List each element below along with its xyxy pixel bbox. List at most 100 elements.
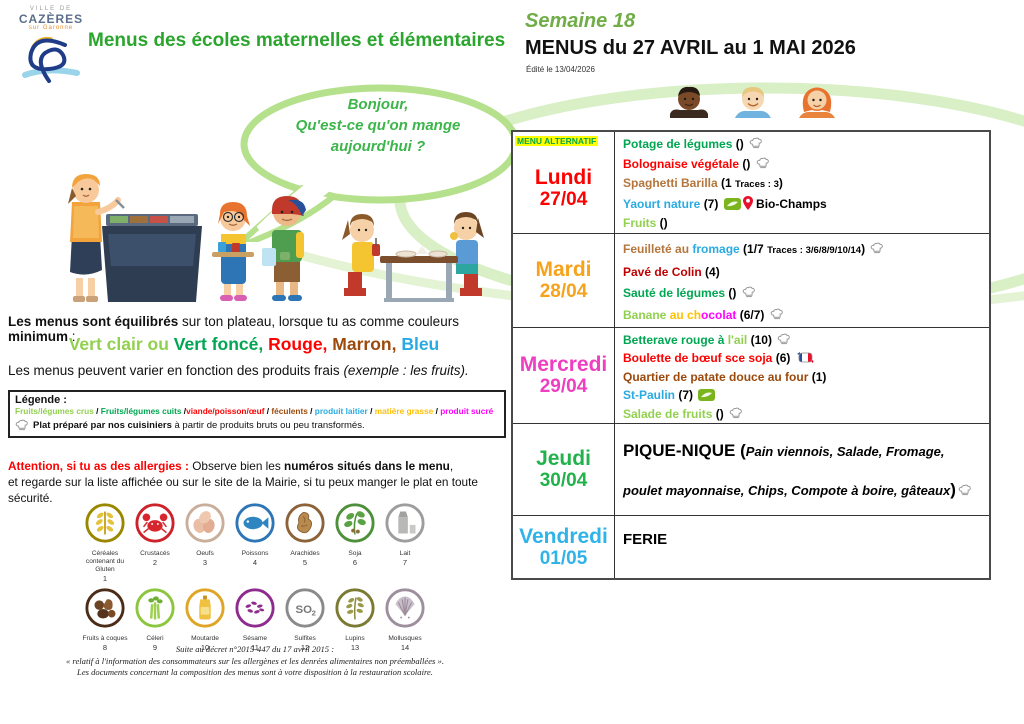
boy-with-tray bbox=[262, 196, 306, 301]
menu-row-lundi: MENU ALTERNATIF Lundi 27/04 Potage de lé… bbox=[513, 132, 989, 233]
vary-text: Les menus peuvent varier en fonction des… bbox=[8, 363, 510, 378]
text-segment: Vert foncé, bbox=[173, 334, 269, 354]
menu-item: Pavé de Colin (4) bbox=[623, 262, 985, 284]
allergen-sesame: Sésame 11 bbox=[230, 587, 280, 652]
chef-hat-icon bbox=[777, 333, 791, 345]
allergen-fruits-a-coques: Fruits à coques 8 bbox=[80, 587, 130, 652]
day-cell-mercredi: Mercredi 29/04 bbox=[513, 328, 615, 423]
text-segment: Betterave rouge à bbox=[623, 333, 728, 347]
legend-title: Légende : bbox=[15, 394, 67, 406]
chef-hat-icon bbox=[749, 137, 762, 149]
day-name: Mercredi bbox=[519, 353, 608, 376]
text-segment: () bbox=[742, 156, 754, 171]
text-segment: Salade de fruits bbox=[623, 406, 716, 421]
allergen-sulfites: SO 2 Sulfites 12 bbox=[280, 587, 330, 652]
allergen-lait: Lait 7 bbox=[380, 502, 430, 583]
sesame-icon bbox=[235, 588, 275, 628]
allergen-lupins: Lupins 13 bbox=[330, 587, 380, 652]
menu-table: MENU ALTERNATIF Lundi 27/04 Potage de lé… bbox=[511, 130, 991, 580]
celery-icon bbox=[135, 588, 175, 628]
text-segment: (10) bbox=[750, 333, 776, 347]
text-segment: : bbox=[68, 329, 76, 344]
text-segment: Pavé de Colin bbox=[623, 264, 706, 279]
location-pin-icon bbox=[742, 195, 753, 210]
menu-row-mardi: Mardi 28/04 Feuilleté au fromage (1/7 Tr… bbox=[513, 233, 989, 327]
text-segment: PIQUE-NIQUE ( bbox=[623, 441, 746, 460]
menu-item: Betterave rouge à l'ail (10) bbox=[623, 331, 985, 349]
allergen-celeri: Céleri 9 bbox=[130, 587, 180, 652]
logo-line3: sur Garonne bbox=[28, 25, 74, 31]
text-segment: Fruits bbox=[623, 216, 660, 230]
day-cell-vendredi: Vendredi 01/05 bbox=[513, 516, 615, 578]
bubble-line1: Bonjour, bbox=[347, 96, 409, 113]
svg-text:SO: SO bbox=[295, 604, 312, 616]
footer-line1: Suite au décret n°2015-447 du 17 avril 2… bbox=[175, 644, 335, 654]
bubble-line3: aujourd'hui ? bbox=[330, 138, 426, 155]
milk-icon bbox=[385, 503, 425, 543]
menu-row-jeudi: Jeudi 30/04 PIQUE-NIQUE (Pain viennois, … bbox=[513, 423, 989, 515]
kid-avatar-3-icon bbox=[799, 87, 835, 118]
menu-item: Banane au chocolat (6/7) bbox=[623, 305, 985, 327]
text-segment: Pain viennois, Salade, Fromage, poulet m… bbox=[623, 444, 951, 498]
allergen-moutarde: Moutarde 10 bbox=[180, 587, 230, 652]
chef-hat-icon bbox=[756, 157, 769, 168]
menu-item: Sauté de légumes () bbox=[623, 283, 985, 305]
text-segment: Traces : 3/6/8/9/10/14 bbox=[767, 245, 862, 256]
menu-cell-lundi: Potage de légumes () Bolognaise végétale… bbox=[615, 132, 989, 233]
menu-cell-jeudi: PIQUE-NIQUE (Pain viennois, Salade, From… bbox=[615, 424, 989, 515]
logo-line1: VILLE DE bbox=[29, 6, 73, 12]
allergy-warning: Attention, si tu as des allergies : Obse… bbox=[8, 458, 510, 506]
girl-with-tray bbox=[212, 202, 254, 301]
text-segment: / bbox=[93, 406, 101, 416]
text-segment: Vert clair ou bbox=[68, 334, 174, 354]
text-segment: () bbox=[735, 137, 748, 151]
kids-at-table bbox=[342, 212, 484, 302]
text-segment: / bbox=[307, 406, 315, 416]
chef-hat-icon bbox=[958, 484, 971, 496]
day-date: 01/05 bbox=[539, 547, 588, 569]
logo-line2: CAZÈRES bbox=[18, 12, 84, 26]
text-segment: produit laitier bbox=[314, 406, 368, 416]
peanut-icon bbox=[285, 503, 325, 543]
day-name: Jeudi bbox=[536, 447, 591, 470]
text-segment: / bbox=[181, 406, 187, 416]
text-segment: Les menus sont équilibrés bbox=[8, 314, 183, 329]
text-segment: l'ail bbox=[727, 333, 751, 347]
day-date: 28/04 bbox=[539, 281, 588, 302]
text-segment: () bbox=[659, 216, 668, 230]
menu-item: FERIE bbox=[623, 530, 985, 551]
soy-icon bbox=[335, 503, 375, 543]
text-segment: à partir de produits bruts ou peu transf… bbox=[171, 420, 365, 431]
footer-decree-text: Suite au décret n°2015-447 du 17 avril 2… bbox=[16, 644, 494, 679]
text-segment: Rouge, bbox=[268, 334, 333, 354]
kids-avatars bbox=[668, 84, 838, 122]
text-segment: Fruits/légumes cuits bbox=[100, 406, 182, 416]
text-segment: Feuilleté au bbox=[623, 242, 693, 256]
text-segment: (6/7) bbox=[739, 307, 768, 322]
footer-line3: Les documents concernant la composition … bbox=[77, 667, 433, 677]
menu-item: Fruits () bbox=[623, 214, 985, 234]
text-segment: (7) bbox=[678, 388, 697, 403]
menu-item: Bolognaise végétale () bbox=[623, 155, 985, 175]
text-segment: Fruits/légumes crus bbox=[15, 406, 94, 416]
text-segment: St-Paulin bbox=[623, 388, 679, 403]
text-segment: Spaghetti Barilla bbox=[623, 176, 722, 190]
kid-avatar-1-icon bbox=[670, 86, 708, 118]
chef-hat-icon bbox=[770, 308, 783, 319]
gluten-icon bbox=[85, 503, 125, 543]
day-name: Vendredi bbox=[519, 524, 608, 548]
svg-text:2: 2 bbox=[312, 609, 316, 618]
text-segment: Les menus peuvent varier en fonction des… bbox=[8, 363, 344, 378]
menu-cell-vendredi: FERIE bbox=[615, 516, 989, 578]
text-segment: () bbox=[728, 286, 740, 300]
text-segment: / bbox=[264, 406, 272, 416]
allergen-soja: Soja 6 bbox=[330, 502, 380, 583]
allergen-grid: Céréales contenant du Gluten 1 Crustacés… bbox=[80, 502, 430, 652]
allergen-mollusques: Mollusques 14 bbox=[380, 587, 430, 652]
color-categories-line: Vert clair ou Vert foncé, Rouge, Marron,… bbox=[8, 334, 500, 355]
allergen-arachides: Arachides 5 bbox=[280, 502, 330, 583]
text-segment: ) bbox=[778, 176, 783, 190]
allergen-oeufs: Oeufs 3 bbox=[180, 502, 230, 583]
menu-item: Salade de fruits () bbox=[623, 405, 985, 423]
text-segment: viande/poisson/œuf bbox=[186, 406, 265, 416]
